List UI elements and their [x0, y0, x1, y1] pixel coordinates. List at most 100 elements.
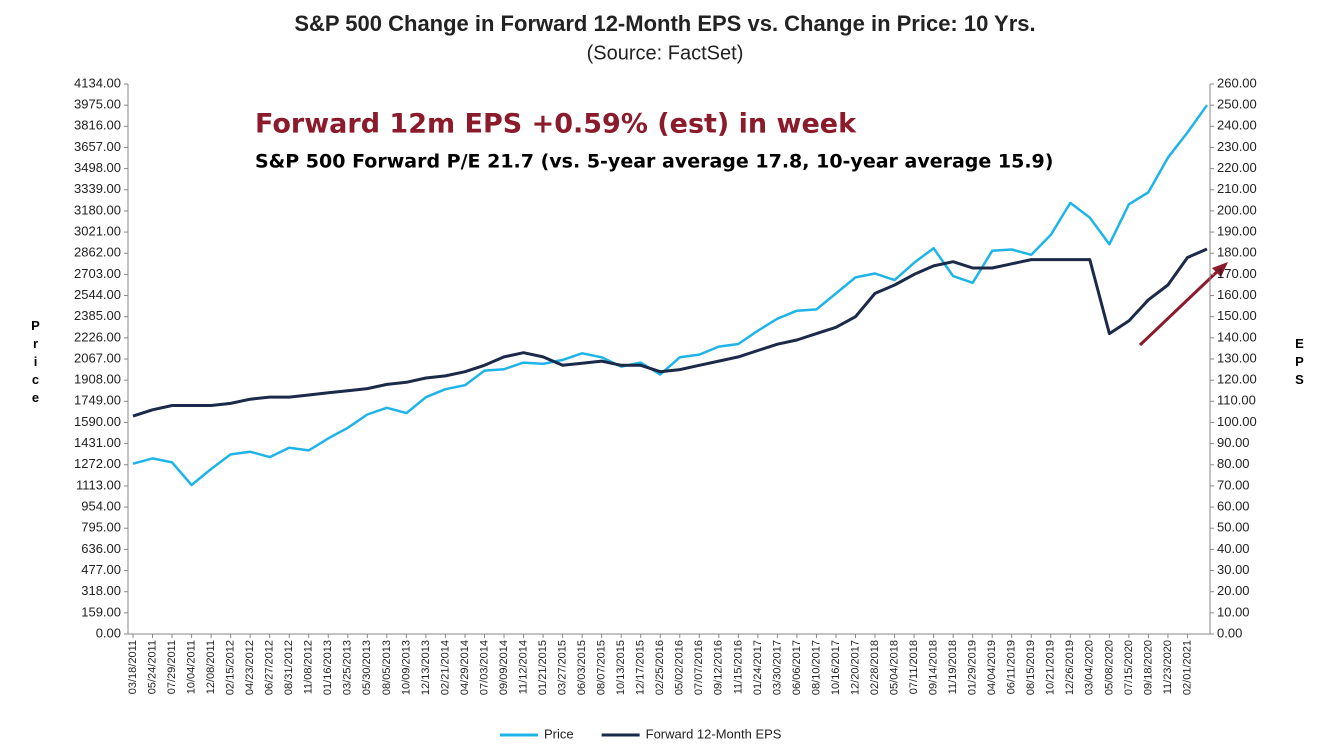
x-tick-label: 12/20/2017 — [849, 640, 861, 695]
y2-tick-label: 200.00 — [1217, 202, 1257, 217]
x-tick-label: 03/25/2013 — [342, 640, 354, 695]
y-tick-label: 795.00 — [81, 520, 121, 535]
x-tick-label: 06/11/2019 — [1006, 640, 1018, 694]
x-tick-label: 08/10/2017 — [810, 640, 822, 695]
y-tick-label: 1749.00 — [74, 393, 121, 408]
y2-tick-label: 90.00 — [1217, 435, 1250, 450]
x-tick-label: 07/03/2014 — [478, 640, 490, 695]
x-tick-label: 07/15/2020 — [1123, 640, 1135, 695]
y2-tick-label: 40.00 — [1217, 541, 1250, 556]
legend-label: Price — [544, 726, 574, 741]
x-tick-label: 12/08/2011 — [205, 640, 217, 694]
y-tick-label: 3180.00 — [74, 202, 121, 217]
y-tick-label: 4134.00 — [74, 75, 121, 90]
x-tick-label: 12/13/2013 — [420, 640, 432, 695]
arrow — [1138, 265, 1224, 347]
y2-tick-label: 240.00 — [1217, 118, 1257, 133]
y2-tick-label: 80.00 — [1217, 456, 1250, 471]
x-tick-label: 05/24/2011 — [146, 640, 158, 694]
y-tick-label: 1272.00 — [74, 456, 121, 471]
x-tick-label: 05/30/2013 — [361, 640, 373, 695]
y-tick-label: 2544.00 — [74, 287, 121, 302]
y2-tick-label: 250.00 — [1217, 97, 1257, 112]
y2-tick-label: 60.00 — [1217, 499, 1250, 514]
x-tick-label: 01/29/2019 — [967, 640, 979, 695]
y2-tick-label: 170.00 — [1217, 266, 1257, 281]
y-tick-label: 3975.00 — [74, 97, 121, 112]
x-tick-label: 11/12/2014 — [517, 640, 529, 694]
line-series — [132, 247, 1208, 418]
y2-tick-label: 130.00 — [1217, 350, 1257, 365]
x-tick-label: 01/24/2017 — [752, 640, 764, 695]
x-tick-label: 01/21/2015 — [537, 640, 549, 695]
legend-label: Forward 12-Month EPS — [646, 726, 782, 741]
x-tick-label: 05/04/2018 — [888, 640, 900, 695]
y-tick-label: 2067.00 — [74, 350, 121, 365]
x-tick-label: 04/23/2012 — [244, 640, 256, 695]
x-tick-label: 10/04/2011 — [185, 640, 197, 694]
y-tick-label: 3498.00 — [74, 160, 121, 175]
x-tick-label: 09/18/2020 — [1142, 640, 1154, 695]
y-tick-label: 3339.00 — [74, 181, 121, 196]
y-tick-label: 477.00 — [81, 562, 121, 577]
x-tick-label: 12/17/2015 — [635, 640, 647, 695]
y-tick-label: 954.00 — [81, 499, 121, 514]
y-tick-label: 3657.00 — [74, 139, 121, 154]
x-tick-label: 02/28/2018 — [869, 640, 881, 695]
y-tick-label: 1113.00 — [76, 477, 121, 492]
y2-tick-label: 230.00 — [1217, 139, 1257, 154]
y2-axis-label: EPS — [1292, 336, 1307, 390]
x-tick-label: 05/08/2020 — [1103, 640, 1115, 695]
x-tick-label: 11/23/2020 — [1162, 640, 1174, 694]
y2-tick-label: 100.00 — [1217, 414, 1257, 429]
y-tick-label: 0.00 — [96, 625, 121, 640]
y2-tick-label: 140.00 — [1217, 329, 1257, 344]
y2-tick-label: 110.00 — [1217, 393, 1256, 408]
x-tick-label: 03/30/2017 — [771, 640, 783, 695]
x-tick-label: 08/15/2019 — [1025, 640, 1037, 695]
x-tick-label: 08/07/2015 — [596, 640, 608, 695]
x-tick-label: 03/04/2020 — [1084, 640, 1096, 695]
x-tick-label: 04/04/2019 — [986, 640, 998, 695]
x-tick-label: 10/13/2015 — [615, 640, 627, 695]
y-tick-label: 2703.00 — [74, 266, 121, 281]
x-tick-label: 02/21/2014 — [439, 640, 451, 695]
y2-tick-label: 0.00 — [1217, 625, 1242, 640]
annotation: Forward 12m EPS +0.59% (est) in week — [255, 109, 857, 140]
y2-tick-label: 220.00 — [1217, 160, 1257, 175]
x-tick-label: 01/16/2013 — [322, 640, 334, 695]
y-tick-label: 2226.00 — [74, 329, 121, 344]
x-tick-label: 03/27/2015 — [557, 640, 569, 695]
y-tick-label: 318.00 — [81, 583, 121, 598]
y-tick-label: 2385.00 — [74, 308, 121, 323]
y2-tick-label: 30.00 — [1217, 562, 1250, 577]
x-tick-label: 11/15/2016 — [732, 640, 744, 694]
x-tick-label: 09/09/2014 — [498, 640, 510, 695]
y2-tick-label: 120.00 — [1217, 372, 1257, 387]
y2-tick-label: 190.00 — [1217, 224, 1257, 239]
x-tick-label: 09/14/2018 — [928, 640, 940, 695]
y2-tick-label: 160.00 — [1217, 287, 1257, 302]
y-tick-label: 3816.00 — [74, 118, 121, 133]
y-tick-label: 1431.00 — [74, 435, 121, 450]
y2-tick-label: 150.00 — [1217, 308, 1257, 323]
x-tick-label: 07/07/2016 — [693, 640, 705, 695]
y2-tick-label: 210.00 — [1217, 181, 1257, 196]
y2-tick-label: 20.00 — [1217, 583, 1250, 598]
x-tick-label: 08/31/2012 — [283, 640, 295, 695]
y2-tick-label: 70.00 — [1217, 477, 1250, 492]
y2-tick-label: 50.00 — [1217, 520, 1250, 535]
x-tick-label: 08/05/2013 — [381, 640, 393, 695]
x-tick-label: 06/27/2012 — [264, 640, 276, 695]
x-tick-label: 11/08/2012 — [303, 640, 315, 694]
x-tick-label: 09/12/2016 — [713, 640, 725, 695]
x-tick-label: 06/03/2015 — [576, 640, 588, 695]
x-tick-label: 11/19/2018 — [947, 640, 959, 694]
y2-tick-label: 10.00 — [1217, 604, 1250, 619]
x-tick-label: 10/16/2017 — [830, 640, 842, 695]
y-tick-label: 2862.00 — [74, 245, 121, 260]
x-tick-label: 12/26/2019 — [1064, 640, 1076, 695]
x-tick-label: 02/01/2021 — [1181, 640, 1193, 695]
x-tick-label: 07/29/2011 — [166, 640, 178, 694]
